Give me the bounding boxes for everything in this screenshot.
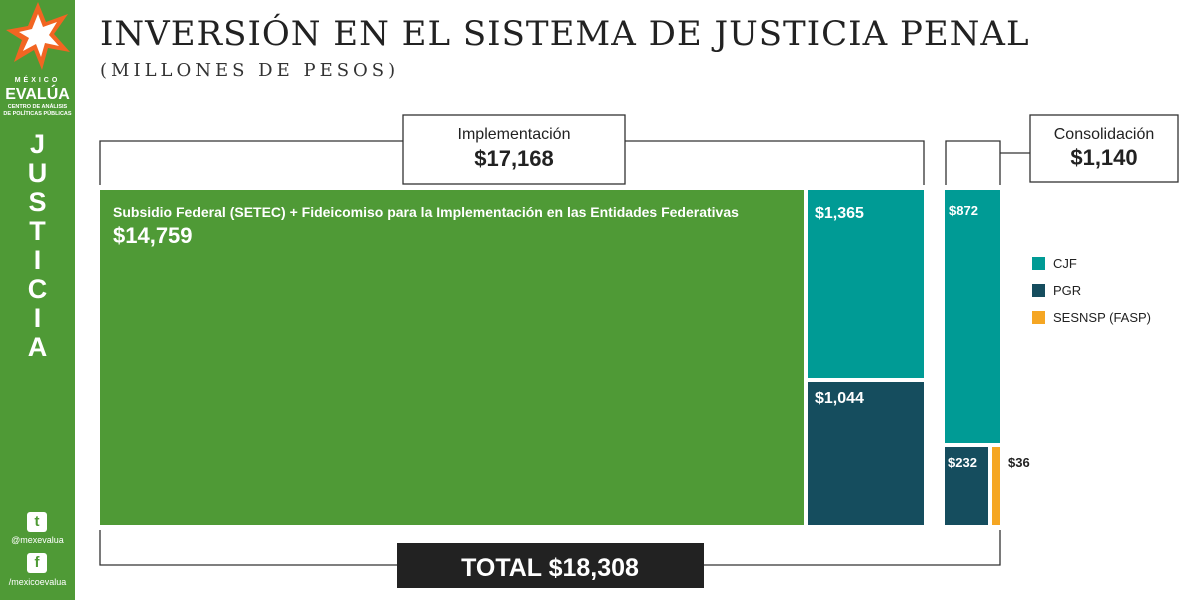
implementation-title: Implementación bbox=[458, 126, 571, 143]
vertical-letter: U bbox=[27, 158, 48, 188]
treemap-segment-impl-pgr bbox=[808, 382, 924, 525]
consolidation-total: $1,140 bbox=[1070, 145, 1137, 170]
legend-label: PGR bbox=[1053, 283, 1081, 298]
treemap-segment-cons-cjf bbox=[945, 190, 1000, 443]
vertical-letter: J bbox=[29, 129, 46, 159]
legend-swatch bbox=[1032, 311, 1045, 324]
segment-value-cons-fasp: $36 bbox=[1008, 455, 1030, 470]
legend-swatch bbox=[1032, 257, 1045, 270]
segment-value-impl-pgr: $1,044 bbox=[815, 390, 864, 407]
vertical-letter: S bbox=[28, 187, 47, 217]
mexico-evalua-logo bbox=[6, 2, 70, 70]
legend-label: SESNSP (FASP) bbox=[1053, 310, 1151, 325]
segment-value-subsidio: $14,759 bbox=[113, 223, 193, 248]
facebook-icon[interactable]: f bbox=[27, 553, 47, 573]
brand-subtitle-2: DE POLÍTICAS PÚBLICAS bbox=[3, 111, 72, 117]
consolidation-bracket bbox=[945, 140, 1001, 185]
implementation-total-box bbox=[402, 114, 626, 185]
segment-name-subsidio: Subsidio Federal (SETEC) + Fideicomiso p… bbox=[113, 204, 739, 220]
legend-label: CJF bbox=[1053, 256, 1077, 271]
facebook-handle[interactable]: /mexicoevalua bbox=[8, 577, 67, 587]
segment-value-cons-cjf: $872 bbox=[949, 203, 978, 218]
brand-subtitle-1: CENTRO DE ANÁLISIS bbox=[7, 104, 68, 110]
segment-value-impl-cjf: $1,365 bbox=[815, 205, 864, 222]
sidebar-brand: MÉXICO EVALÚA CENTRO DE ANÁLISIS DE POLÍ… bbox=[0, 0, 75, 600]
treemap-segment-impl-cjf bbox=[808, 190, 924, 378]
twitter-handle[interactable]: @mexevalua bbox=[11, 535, 64, 545]
vertical-letter: I bbox=[33, 245, 42, 275]
total-value: TOTAL $18,308 bbox=[461, 554, 639, 582]
total-box bbox=[397, 543, 704, 588]
page-subtitle: (MILLONES DE PESOS) bbox=[100, 60, 400, 81]
twitter-icon[interactable]: t bbox=[27, 512, 47, 532]
vertical-letter: C bbox=[27, 274, 48, 304]
implementation-total: $17,168 bbox=[474, 146, 554, 171]
brand-name: EVALÚA bbox=[5, 86, 70, 103]
vertical-letter: I bbox=[33, 303, 42, 333]
treemap-segment-subsidio bbox=[100, 190, 804, 525]
segment-value-cons-pgr: $232 bbox=[948, 455, 977, 470]
vertical-letter: T bbox=[29, 216, 46, 246]
vertical-letter: A bbox=[27, 332, 48, 362]
brand-top: MÉXICO bbox=[14, 77, 61, 84]
page-title: INVERSIÓN EN EL SISTEMA DE JUSTICIA PENA… bbox=[100, 14, 1030, 54]
treemap-segment-cons-fasp bbox=[992, 447, 1000, 525]
consolidation-total-box bbox=[1029, 114, 1179, 183]
consolidation-title: Consolidación bbox=[1054, 126, 1155, 143]
treemap-segment-cons-pgr bbox=[945, 447, 988, 525]
legend-swatch bbox=[1032, 284, 1045, 297]
